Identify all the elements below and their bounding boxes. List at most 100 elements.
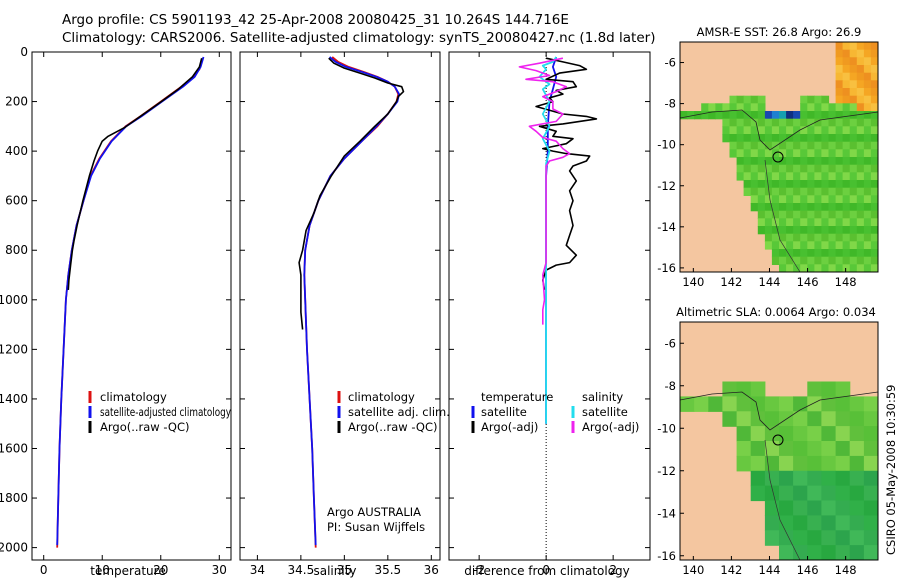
map-cell xyxy=(786,157,794,166)
map-cell xyxy=(736,426,752,442)
map-cell xyxy=(863,126,872,135)
map-cell xyxy=(708,111,716,120)
map-cell xyxy=(764,111,773,120)
map-cell xyxy=(750,141,759,150)
map-cell xyxy=(821,264,830,272)
map-cell xyxy=(856,233,865,242)
map-cell xyxy=(793,455,808,472)
map-cell xyxy=(849,249,858,258)
map-cell xyxy=(800,126,808,135)
map-cell xyxy=(856,149,865,158)
map-cell xyxy=(807,264,815,272)
map-cell xyxy=(856,95,865,104)
map-cell xyxy=(849,500,865,516)
map-cell xyxy=(835,111,844,120)
map-cell xyxy=(870,187,878,196)
map-cell xyxy=(856,226,865,235)
map-cell xyxy=(814,210,823,219)
map-cell xyxy=(793,249,801,258)
map-cell xyxy=(814,187,823,196)
map-cell xyxy=(870,203,878,212)
map-cell xyxy=(835,57,844,66)
map-x-tick-label: 148 xyxy=(835,275,857,289)
map-cell xyxy=(863,88,872,97)
difference-panel-frame xyxy=(448,51,651,561)
legend-climatology: climatology xyxy=(348,390,415,404)
map-cell xyxy=(807,172,815,181)
map-cell xyxy=(863,256,872,265)
map-cell xyxy=(842,103,851,112)
map-cell xyxy=(842,141,851,150)
map-cell xyxy=(779,195,787,204)
map-cell xyxy=(849,195,858,204)
map-cell xyxy=(828,187,837,196)
y-tick-label: 0 xyxy=(20,45,28,59)
map-cell xyxy=(757,218,766,227)
map-cell xyxy=(779,264,787,272)
map-cell xyxy=(694,111,702,120)
reef-contour xyxy=(764,439,801,560)
map-cell xyxy=(870,264,878,272)
argo-position-marker xyxy=(772,151,784,163)
map-cell xyxy=(764,218,773,227)
map-cell xyxy=(863,426,878,442)
map-cell xyxy=(750,381,766,397)
map-cell xyxy=(722,396,738,412)
map-cell xyxy=(849,441,865,457)
map-cell xyxy=(821,95,830,104)
map-cell xyxy=(842,118,851,127)
map-cell xyxy=(771,172,780,181)
map-cell xyxy=(870,233,878,242)
map-cell xyxy=(863,530,878,546)
map-cell xyxy=(856,187,865,196)
map-cell xyxy=(786,141,794,150)
map-cell xyxy=(800,195,808,204)
map-cell xyxy=(849,141,858,150)
map-cell xyxy=(856,80,865,89)
difference-xlabel: difference from climatology xyxy=(464,564,630,578)
map-cell xyxy=(779,126,787,135)
map-cell xyxy=(786,210,794,219)
map-cell xyxy=(828,226,837,235)
map-cell xyxy=(800,203,808,212)
map-cell xyxy=(764,470,780,487)
map-cell xyxy=(828,210,837,219)
map-cell xyxy=(736,396,752,412)
map-cell xyxy=(856,164,865,173)
map-cell xyxy=(750,164,759,173)
map-cell xyxy=(807,441,822,457)
map-cell xyxy=(779,249,787,258)
sla-map xyxy=(680,322,878,560)
map-cell xyxy=(863,42,872,51)
map-cell xyxy=(849,470,865,487)
sla-map-title: Altimetric SLA: 0.0064 Argo: 0.034 xyxy=(676,305,876,319)
map-cell xyxy=(814,249,823,258)
map-cell xyxy=(793,210,801,219)
map-cell xyxy=(807,411,822,427)
map-cell xyxy=(807,103,815,112)
map-cell xyxy=(807,141,815,150)
map-cell xyxy=(856,111,865,120)
map-cell xyxy=(771,126,780,135)
map-cell xyxy=(793,226,801,235)
map-cell xyxy=(863,172,872,181)
temperature-panel-frame xyxy=(31,51,232,561)
map-cell xyxy=(849,95,858,104)
map-cell xyxy=(821,530,837,546)
map-cell xyxy=(757,226,766,235)
map-cell xyxy=(842,88,851,97)
figure-title-line1: Argo profile: CS 5901193_42 25-Apr-2008 … xyxy=(62,12,569,28)
map-cell xyxy=(842,57,851,66)
map-cell xyxy=(821,470,837,487)
map-x-tick-label: 142 xyxy=(720,275,742,289)
map-cell xyxy=(863,118,872,127)
x-tick-label: 34.5 xyxy=(288,563,315,577)
map-cell xyxy=(722,411,738,427)
y-tick-label: 800 xyxy=(5,243,28,257)
y-tick-label: 1600 xyxy=(0,441,28,455)
map-cell xyxy=(779,180,787,189)
map-cell xyxy=(680,111,688,120)
map-cell xyxy=(870,118,878,127)
map-cell xyxy=(870,218,878,227)
map-cell xyxy=(863,264,872,272)
